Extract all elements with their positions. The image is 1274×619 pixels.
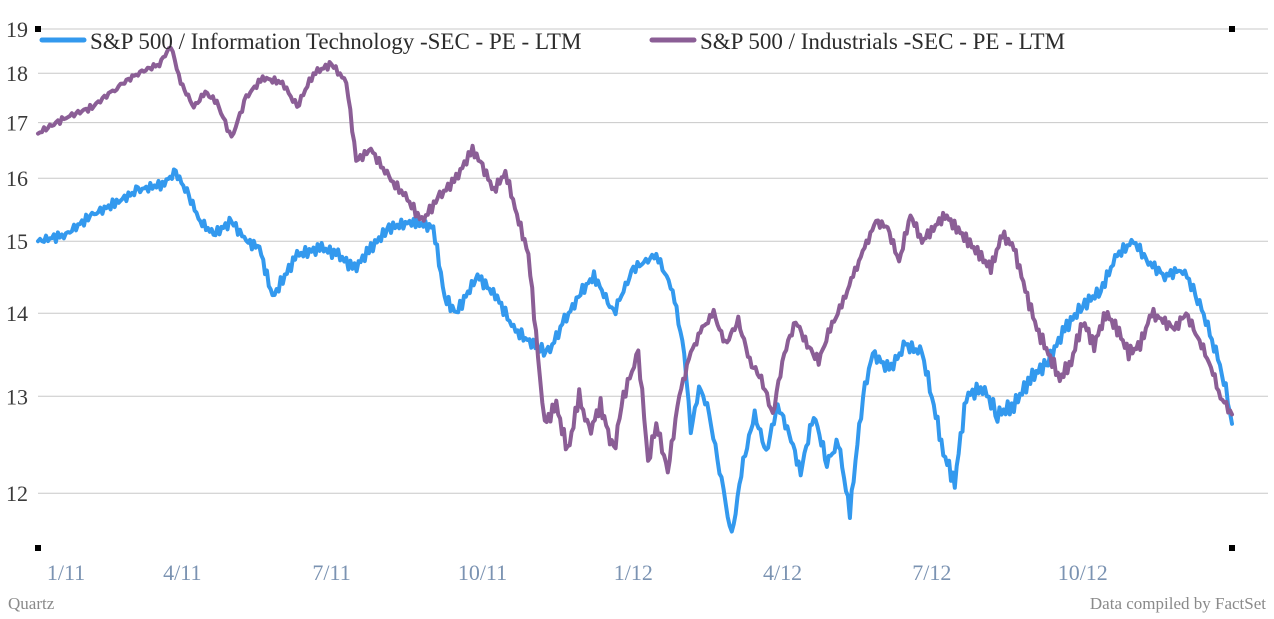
y-tick-labels: 12 13 14 15 16 17 18 19 <box>6 17 28 506</box>
x-tick-label-4: 1/12 <box>614 560 653 585</box>
corner-marker-2 <box>35 545 41 551</box>
y-tick-label-15: 15 <box>6 229 28 254</box>
y-tick-label-13: 13 <box>6 384 28 409</box>
series-lines <box>36 45 1234 534</box>
corner-marker-1 <box>1229 26 1235 32</box>
grid-lines <box>38 28 1268 494</box>
y-tick-label-19: 19 <box>6 17 28 42</box>
legend-label-1: S&P 500 / Industrials -SEC - PE - LTM <box>700 29 1065 54</box>
source-left: Quartz <box>8 594 55 613</box>
corner-marker-0 <box>35 26 41 32</box>
series-line-0 <box>36 167 1234 534</box>
y-tick-label-17: 17 <box>6 111 28 136</box>
series-line-1 <box>36 45 1234 475</box>
y-tick-label-18: 18 <box>6 61 28 86</box>
x-tick-label-3: 10/11 <box>458 560 507 585</box>
corner-markers <box>35 26 1235 551</box>
x-tick-label-5: 4/12 <box>763 560 802 585</box>
y-tick-label-16: 16 <box>6 166 28 191</box>
y-tick-label-12: 12 <box>6 481 28 506</box>
legend: S&P 500 / Information Technology -SEC - … <box>39 29 1065 54</box>
x-tick-label-1: 4/11 <box>163 560 201 585</box>
x-tick-label-7: 10/12 <box>1058 560 1108 585</box>
x-tick-labels: 1/11 4/11 7/11 10/11 1/12 4/12 7/12 10/12 <box>47 560 1108 585</box>
x-tick-label-6: 7/12 <box>912 560 951 585</box>
legend-label-0: S&P 500 / Information Technology -SEC - … <box>90 29 581 54</box>
source-right: Data compiled by FactSet <box>1090 594 1266 613</box>
corner-marker-3 <box>1229 545 1235 551</box>
y-tick-label-14: 14 <box>6 301 28 326</box>
x-tick-label-2: 7/11 <box>312 560 350 585</box>
x-tick-label-0: 1/11 <box>47 560 85 585</box>
